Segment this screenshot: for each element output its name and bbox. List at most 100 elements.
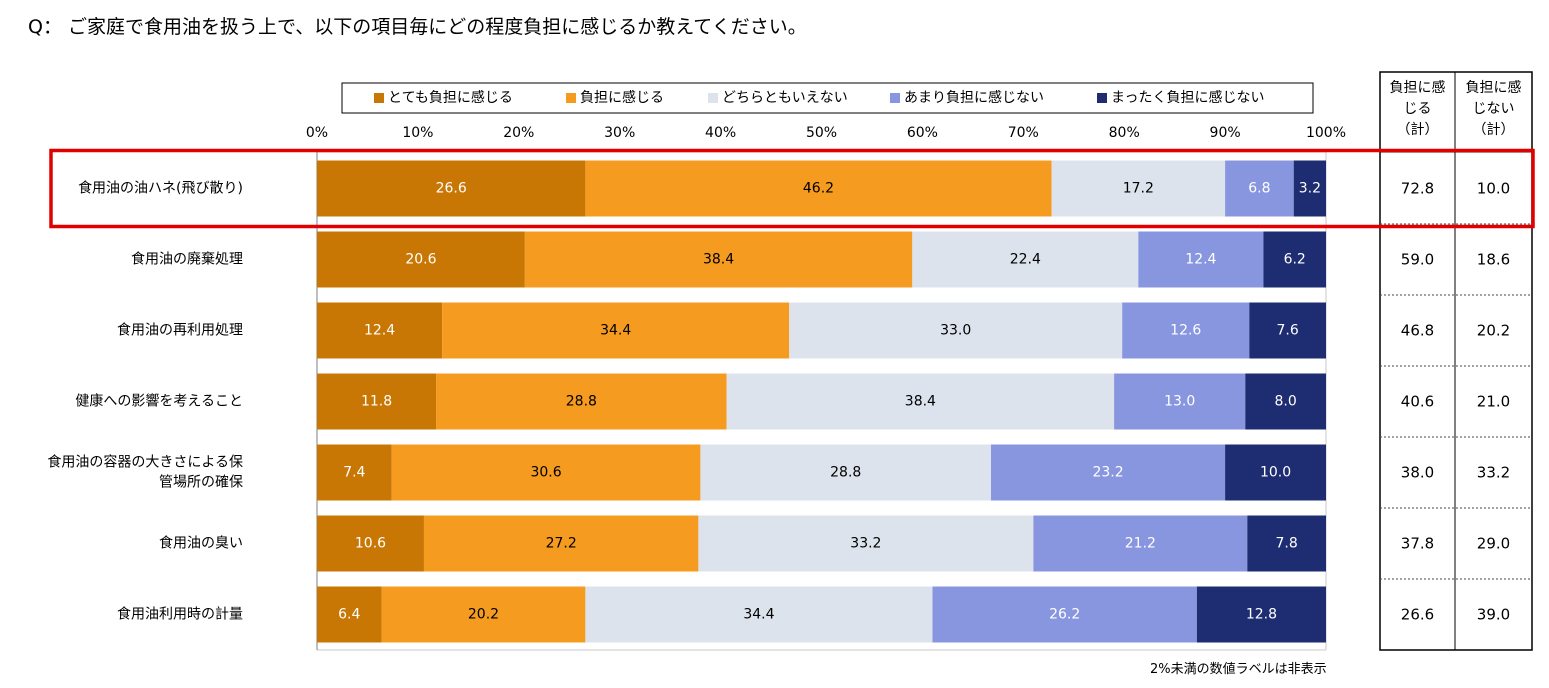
summary-value-burden: 59.0 (1401, 251, 1434, 269)
summary-value-burden: 38.0 (1401, 464, 1434, 482)
summary-value-not-burden: 10.0 (1477, 180, 1510, 198)
x-tick-label: 60% (907, 125, 938, 141)
category-label: 管場所の確保 (159, 475, 243, 491)
bar-segment-row4-series5 (1245, 373, 1326, 430)
bar-segment-row4-series3 (726, 373, 1115, 430)
bar-segment-row3-series1 (317, 302, 443, 359)
category-label: 食用油の臭い (159, 535, 243, 552)
bar-segment-row7-series1 (317, 586, 382, 643)
bar-data-label: 20.2 (468, 607, 499, 623)
legend-swatch-5 (1097, 93, 1107, 103)
bar-data-label: 23.2 (1092, 465, 1123, 481)
bar-data-label: 27.2 (546, 536, 577, 552)
legend-label-3: どちらともいえない (722, 90, 848, 106)
bar-data-label: 38.4 (703, 252, 734, 268)
category-label: 食用油の再利用処理 (117, 322, 243, 339)
bar-data-label: 22.4 (1010, 252, 1041, 268)
x-tick-label: 70% (1008, 125, 1039, 141)
bar-segment-row5-series3 (700, 444, 992, 501)
bar-data-label: 26.2 (1049, 607, 1080, 623)
bar-segment-row2-series2 (524, 231, 913, 288)
legend-swatch-1 (374, 93, 384, 103)
bar-segment-row7-series2 (381, 586, 586, 643)
category-label: 健康への影響を考えること (75, 393, 243, 410)
bar-segment-row7-series4 (932, 586, 1197, 643)
bar-segment-row6-series5 (1247, 515, 1326, 572)
bar-segment-row6-series3 (698, 515, 1034, 572)
legend-swatch-2 (566, 93, 576, 103)
bar-segment-row6-series2 (423, 515, 699, 572)
summary-value-burden: 37.8 (1401, 535, 1434, 553)
legend-swatch-3 (708, 93, 718, 103)
question-title: Q： ご家庭で食用油を扱う上で、以下の項目毎にどの程度負担に感じるか教えてくださ… (28, 16, 807, 38)
bar-data-label: 46.2 (803, 181, 834, 197)
bar-data-label: 33.2 (850, 536, 881, 552)
bar-data-label: 20.6 (405, 252, 436, 268)
category-label: 食用油の容器の大きさによる保 (47, 454, 243, 471)
x-tick-label: 80% (1109, 125, 1140, 141)
legend-label-5: まったく負担に感じない (1111, 89, 1264, 106)
bar-segment-row5-series2 (391, 444, 701, 501)
bar-segment-row1-series5 (1293, 160, 1326, 217)
summary-value-burden: 46.8 (1401, 322, 1434, 340)
bar-data-label: 10.0 (1260, 465, 1291, 481)
bar-segment-row1-series3 (1051, 160, 1226, 217)
summary-value-not-burden: 21.0 (1477, 393, 1510, 411)
bar-data-label: 34.4 (600, 323, 631, 339)
legend-box (341, 82, 1314, 114)
bar-segment-row1-series4 (1225, 160, 1294, 217)
bar-segment-row5-series5 (1225, 444, 1326, 501)
bar-segment-row3-series5 (1249, 302, 1326, 359)
legend-label-2: 負担に感じる (580, 89, 664, 106)
bar-segment-row2-series1 (317, 231, 525, 288)
bar-data-label: 38.4 (905, 394, 936, 410)
bar-data-label: 3.2 (1299, 181, 1321, 197)
bar-segment-row3-series2 (442, 302, 790, 359)
bar-data-label: 17.2 (1123, 181, 1154, 197)
summary-table-frame (1379, 71, 1533, 651)
bar-data-label: 28.8 (830, 465, 861, 481)
x-tick-label: 20% (503, 125, 534, 141)
x-tick-label: 40% (705, 125, 736, 141)
bar-data-label: 21.2 (1125, 536, 1156, 552)
bar-segment-row4-series2 (436, 373, 727, 430)
bar-data-label: 7.4 (343, 465, 365, 481)
summary-value-burden: 72.8 (1401, 180, 1434, 198)
bar-segment-row1-series1 (317, 160, 586, 217)
bar-segment-row6-series1 (317, 515, 424, 572)
bar-data-label: 8.0 (1275, 394, 1297, 410)
legend-label-1: とても負担に感じる (388, 89, 513, 106)
x-tick-label: 50% (806, 125, 837, 141)
x-tick-label: 0% (306, 125, 328, 141)
bar-data-label: 11.8 (361, 394, 392, 410)
bar-data-label: 10.6 (355, 536, 386, 552)
bar-data-label: 12.6 (1170, 323, 1201, 339)
bar-segment-row2-series5 (1263, 231, 1326, 288)
x-tick-label: 100% (1306, 125, 1346, 141)
summary-header-1: じる (1404, 101, 1432, 117)
bar-segment-row6-series4 (1033, 515, 1248, 572)
summary-value-not-burden: 33.2 (1477, 464, 1510, 482)
category-label: 食用油の油ハネ(飛び散り) (78, 180, 243, 197)
bar-segment-row7-series3 (585, 586, 933, 643)
summary-value-not-burden: 18.6 (1477, 251, 1510, 269)
summary-value-not-burden: 29.0 (1477, 535, 1510, 553)
summary-header-2: じない (1473, 101, 1515, 117)
x-tick-label: 30% (604, 125, 635, 141)
x-tick-label: 90% (1210, 125, 1241, 141)
summary-value-not-burden: 39.0 (1477, 606, 1510, 624)
bar-data-label: 30.6 (530, 465, 561, 481)
legend-swatch-4 (890, 93, 900, 103)
bar-data-label: 12.4 (364, 323, 395, 339)
bar-data-label: 12.8 (1246, 607, 1277, 623)
summary-header-2: 負担に感 (1466, 79, 1522, 96)
bar-segment-row5-series4 (991, 444, 1226, 501)
bar-data-label: 33.0 (940, 323, 971, 339)
bar-data-label: 26.6 (436, 181, 467, 197)
bar-data-label: 12.4 (1185, 252, 1216, 268)
bar-segment-row5-series1 (317, 444, 392, 501)
bar-segment-row3-series3 (789, 302, 1123, 359)
bar-segment-row7-series5 (1196, 586, 1326, 643)
bar-data-label: 28.8 (566, 394, 597, 410)
bar-segment-row4-series4 (1114, 373, 1246, 430)
